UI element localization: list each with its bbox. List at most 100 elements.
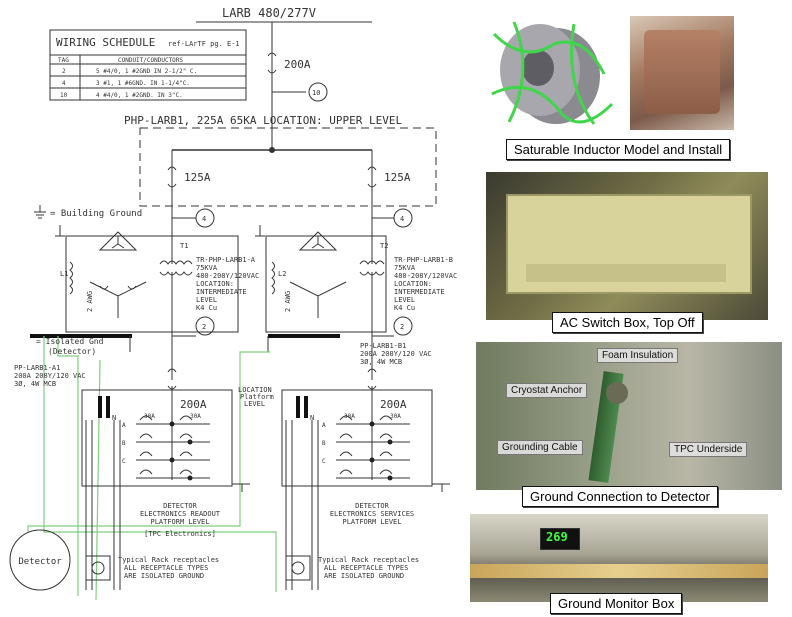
panel-php-larb1-box [139, 127, 437, 207]
panel-label: PHP-LARB1, 225A 65KA LOCATION: UPPER LEV… [124, 114, 403, 127]
detector-right-line: ELECTRONICS SERVICES [330, 510, 414, 518]
xfmr-left-line: TR-PHP-LARB1-A [196, 256, 256, 264]
detector-right-line: DETECTOR [355, 502, 390, 510]
wiring-schedule-box [49, 29, 247, 101]
xfmr-left-line: LOCATION: [196, 280, 234, 288]
xfmr-right-line: LEVEL [394, 296, 415, 304]
xfmr-left-line: 75KVA [196, 264, 218, 272]
transformer-right [255, 225, 387, 380]
schedule-row-conduit: 3 #1, 1 #6GND. IN 1-1/4"C. [96, 80, 190, 87]
tpc-electronics-label: [TPC Electronics] [144, 530, 216, 538]
pp-left-line: 200A 208Y/120 VAC [14, 372, 86, 380]
receptacle-note-right: ARE ISOLATED GROUND [324, 572, 404, 580]
phase-a-right: A [322, 422, 326, 429]
schedule-row-conduit: 5 #4/0, 1 #2GND IN 2-1/2" C. [96, 68, 197, 75]
phase-c-right: C [322, 458, 326, 465]
location-platform-line: LOCATION [238, 386, 272, 394]
isolated-gnd-sublabel: (Detector) [48, 347, 96, 356]
pp-right-line: 3Ø, 4W MCB [360, 358, 402, 366]
sub-breaker-left-label: 200A [180, 398, 207, 411]
xfmr-left-line: 480-208Y/120VAC [196, 272, 259, 280]
location-platform-line: Platform [240, 393, 274, 401]
schedule-ref: ref-LArTF pg. E-1 [168, 40, 240, 48]
tag-2-right-bubble [393, 316, 413, 336]
ground-monitor-photo: 269 [470, 514, 768, 602]
amp-30-label: 30A [190, 413, 201, 420]
xfmr-right-line: 75KVA [394, 264, 416, 272]
amp-30-label: 30A [390, 413, 401, 420]
amp-30-label: 30A [344, 413, 355, 420]
t1-label: T1 [180, 242, 188, 250]
tag-2-left-bubble [195, 316, 215, 336]
pp-left-line: 3Ø, 4W MCB [14, 380, 56, 388]
receptacle-note-right: Typical Rack receptacles [318, 556, 419, 564]
grounding-cable-tag: Grounding Cable [497, 440, 583, 455]
l2-label: L2 [278, 270, 286, 278]
tag-10-label: 10 [312, 89, 320, 97]
detector-left-line: DETECTOR [163, 502, 198, 510]
location-platform-line: LEVEL [244, 400, 265, 408]
schedule-row-tag: 4 [62, 80, 66, 87]
main-breaker-symbol [267, 52, 277, 74]
ac-switch-caption: AC Switch Box, Top Off [552, 312, 703, 333]
foam-insulation-tag: Foam Insulation [597, 348, 679, 363]
phase-a-left: A [122, 422, 126, 429]
phase-c-left: C [122, 458, 126, 465]
receptacle-right [285, 555, 311, 581]
awg-left-label: 2 AWG [86, 291, 94, 312]
inductor-model-photo [484, 14, 620, 134]
schedule-title: WIRING SCHEDULE [56, 36, 155, 49]
ground-connection-photo [476, 342, 782, 490]
tag-4-right-label: 4 [400, 215, 404, 223]
breaker-left-label: 125A [184, 171, 211, 184]
pp-right-line: PP-LARB1-B1 [360, 342, 406, 350]
monitor-readout: 269 [546, 530, 568, 544]
ground-monitor-caption: Ground Monitor Box [550, 593, 683, 614]
xfmr-right-line: LOCATION: [394, 280, 432, 288]
tag-4-left-bubble [195, 208, 215, 228]
breaker-right-label: 125A [384, 171, 411, 184]
schedule-header-tag: TAG [58, 57, 69, 64]
pp-left-line: PP-LARB1-A1 [14, 364, 60, 372]
building-ground-symbol [34, 205, 46, 219]
inductor-install-photo [630, 16, 734, 130]
receptacle-note-left: ALL RECEPTACLE TYPES [124, 564, 208, 572]
breaker-left-symbol [167, 166, 177, 188]
panelboard-right [281, 389, 433, 487]
source-label: LARB 480/277V [222, 6, 316, 20]
l1-label: L1 [60, 270, 68, 278]
isolated-gnd-label: = Isolated Gnd [36, 337, 104, 346]
detector-label: Detector [18, 557, 62, 567]
ground-connection-caption: Ground Connection to Detector [522, 486, 718, 507]
xfmr-left-line: K4 Cu [196, 304, 217, 312]
receptacle-note-left: ARE ISOLATED GROUND [124, 572, 204, 580]
pp-right-line: 200A 208Y/120 VAC [360, 350, 432, 358]
neutral-left-label: N [112, 414, 116, 422]
tag-4-right-bubble [393, 208, 413, 228]
receptacle-note-left: Typical Rack receptacles [118, 556, 219, 564]
isolated-ground-wiring [27, 336, 277, 601]
xfmr-right-line: K4 Cu [394, 304, 415, 312]
t2-label: T2 [380, 242, 388, 250]
detector-right-line: PLATFORM LEVEL [342, 518, 401, 526]
amp-30-label: 30A [144, 413, 155, 420]
detector-left-line: ELECTRONICS READOUT [140, 510, 221, 518]
schedule-row-tag: 2 [62, 68, 66, 75]
neutral-right-label: N [310, 414, 314, 422]
inductor-caption: Saturable Inductor Model and Install [506, 139, 731, 160]
cryostat-anchor-tag: Cryostat Anchor [506, 383, 588, 398]
tag-4-left-label: 4 [202, 215, 206, 223]
main-breaker-label: 200A [284, 58, 311, 71]
breaker-right-symbol [367, 166, 377, 188]
phase-b-left: B [122, 440, 126, 447]
building-ground-label: = Building Ground [50, 209, 142, 219]
detector-left-line: PLATFORM LEVEL [150, 518, 209, 526]
receptacle-note-right: ALL RECEPTACLE TYPES [324, 564, 408, 572]
schedule-row-conduit: 4 #4/0, 1 #2GND. IN 3"C. [96, 92, 183, 99]
xfmr-left-line: INTERMEDIATE [196, 288, 247, 296]
xfmr-left-line: LEVEL [196, 296, 217, 304]
xfmr-right-line: INTERMEDIATE [394, 288, 445, 296]
receptacle-left [85, 555, 111, 581]
xfmr-right-line: TR-PHP-LARB1-B [394, 256, 453, 264]
